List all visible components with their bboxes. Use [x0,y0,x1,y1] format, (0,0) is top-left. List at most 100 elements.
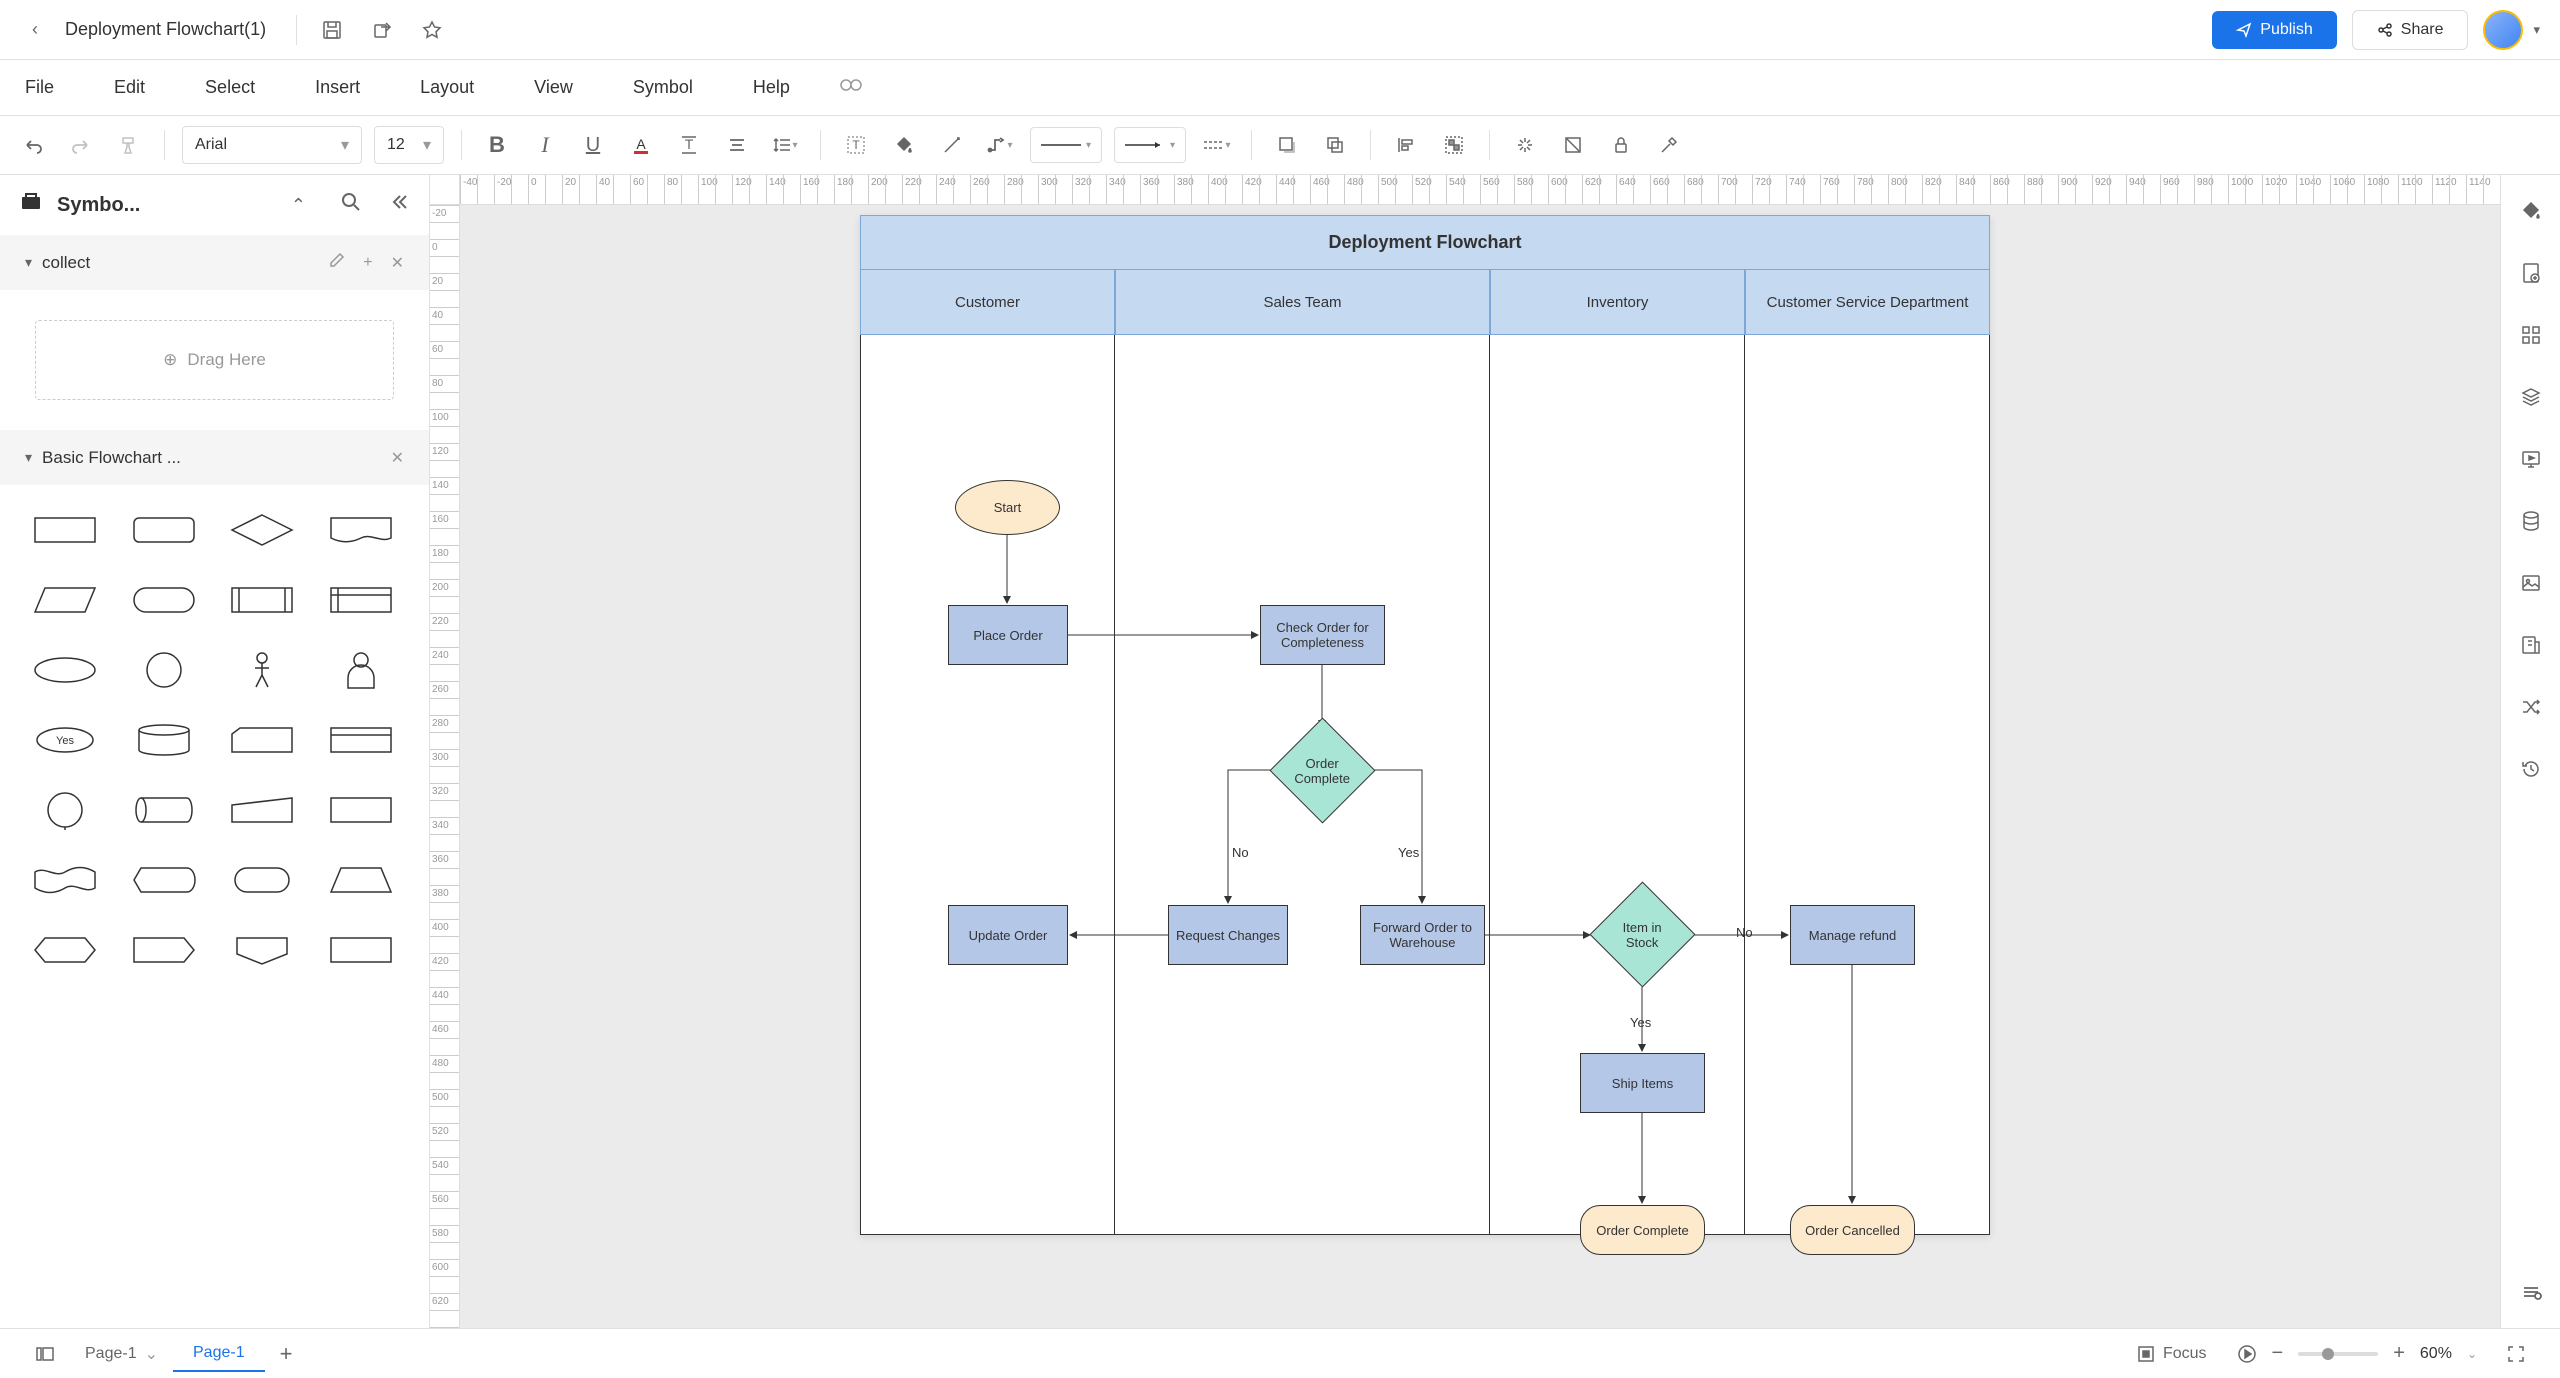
line-style-select[interactable]: ▾ [1030,127,1102,163]
menu-edit[interactable]: Edit [104,72,155,103]
close-section-icon[interactable]: ✕ [391,448,404,468]
shape-parallelogram[interactable] [25,575,105,625]
node-check_order[interactable]: Check Order for Completeness [1260,605,1385,665]
connector-button[interactable]: ▾ [982,127,1018,163]
line-spacing-button[interactable]: ▾ [767,127,803,163]
zoom-level[interactable]: 60% [2420,1345,2452,1363]
zoom-in-button[interactable]: + [2393,1342,2405,1365]
back-button[interactable]: ‹ [20,15,50,45]
shape-card[interactable] [222,715,302,765]
node-update_order[interactable]: Update Order [948,905,1068,965]
shape-yes-ellipse[interactable]: Yes [25,715,105,765]
node-request_changes[interactable]: Request Changes [1168,905,1288,965]
line-color-button[interactable] [934,127,970,163]
history-icon[interactable] [2515,753,2547,785]
text-box-button[interactable]: T [838,127,874,163]
swimlane-header-3[interactable]: Customer Service Department [1745,270,1990,335]
node-order_complete_end[interactable]: Order Complete [1580,1205,1705,1255]
search-icon[interactable] [341,192,361,218]
focus-button[interactable]: Focus [2122,1337,2222,1371]
shape-manual-input[interactable] [222,785,302,835]
collapse-panel-icon[interactable] [391,193,409,217]
page-canvas[interactable]: Deployment Flowchart CustomerSales TeamI… [860,215,1990,1235]
undo-button[interactable] [15,127,51,163]
shuffle-icon[interactable] [2515,691,2547,723]
shape-predefined[interactable] [222,575,302,625]
shape-terminator[interactable] [124,575,204,625]
menu-layout[interactable]: Layout [410,72,484,103]
italic-button[interactable]: I [527,127,563,163]
shape-diamond[interactable] [222,505,302,555]
align-objects-button[interactable] [1388,127,1424,163]
search-menu-icon[interactable] [840,76,862,100]
node-start[interactable]: Start [955,480,1060,535]
fill-color-button[interactable] [886,127,922,163]
presentation-icon[interactable] [2515,443,2547,475]
layers-button[interactable] [1317,127,1353,163]
close-section-icon[interactable]: ✕ [391,253,404,273]
menu-view[interactable]: View [524,72,583,103]
redo-button[interactable] [63,127,99,163]
lock-button[interactable] [1603,127,1639,163]
play-button[interactable] [2222,1336,2272,1372]
share-button[interactable]: Share [2352,10,2469,50]
page-dropdown[interactable]: Page-1 ⌄ [70,1336,173,1372]
shape-rect2[interactable] [321,785,401,835]
section-flowchart[interactable]: ▾ Basic Flowchart ... ✕ [0,430,429,485]
edit-section-icon[interactable] [329,252,345,273]
user-avatar[interactable] [2483,10,2523,50]
shape-rect3[interactable] [321,925,401,975]
shape-trapezoid[interactable] [321,855,401,905]
grid-icon[interactable] [2515,319,2547,351]
font-size-select[interactable]: 12 ▾ [374,126,444,164]
align-button[interactable] [719,127,755,163]
shape-tape[interactable] [25,855,105,905]
node-ship_items[interactable]: Ship Items [1580,1053,1705,1113]
menu-file[interactable]: File [15,72,64,103]
document-title[interactable]: Deployment Flowchart(1) [65,19,266,40]
tools-button[interactable] [1651,127,1687,163]
menu-insert[interactable]: Insert [305,72,370,103]
drag-here-zone[interactable]: ⊕ Drag Here [35,320,394,400]
more-icon[interactable] [2515,1276,2547,1308]
line-dash-button[interactable]: ▾ [1198,127,1234,163]
save-icon[interactable] [317,15,347,45]
node-place_order[interactable]: Place Order [948,605,1068,665]
shape-person[interactable] [321,645,401,695]
menu-symbol[interactable]: Symbol [623,72,703,103]
page-settings-icon[interactable] [2515,257,2547,289]
shape-actor[interactable] [222,645,302,695]
zoom-slider[interactable] [2298,1352,2378,1356]
shape-ellipse[interactable] [25,645,105,695]
star-icon[interactable] [417,15,447,45]
canvas-scroll[interactable]: Deployment Flowchart CustomerSales TeamI… [460,205,2500,1328]
export-panel-icon[interactable] [2515,629,2547,661]
shape-pentagon[interactable] [124,925,204,975]
data-icon[interactable] [2515,505,2547,537]
shape-offpage[interactable] [222,925,302,975]
shape-display[interactable] [124,855,204,905]
shape-document[interactable] [321,505,401,555]
swimlane-title[interactable]: Deployment Flowchart [860,215,1990,270]
shape-database[interactable] [124,715,204,765]
shape-rectangle[interactable] [25,505,105,555]
node-order_cancelled[interactable]: Order Cancelled [1790,1205,1915,1255]
fullscreen-button[interactable] [2492,1337,2540,1371]
font-select[interactable]: Arial ▾ [182,126,362,164]
swimlane-header-2[interactable]: Inventory [1490,270,1745,335]
bold-button[interactable]: B [479,127,515,163]
zoom-out-button[interactable]: − [2272,1342,2284,1365]
layers-panel-icon[interactable] [2515,381,2547,413]
add-section-icon[interactable]: + [363,254,372,272]
add-page-button[interactable]: + [265,1341,308,1367]
underline-button[interactable]: U [575,127,611,163]
group-button[interactable] [1436,127,1472,163]
export-icon[interactable] [367,15,397,45]
font-color-button[interactable]: A [623,127,659,163]
shape-connector-circle[interactable] [25,785,105,835]
swimlane-header-1[interactable]: Sales Team [1115,270,1490,335]
menu-help[interactable]: Help [743,72,800,103]
collapse-up-icon[interactable]: ⌃ [291,195,306,216]
node-forward_order[interactable]: Forward Order to Warehouse [1360,905,1485,965]
menu-select[interactable]: Select [195,72,265,103]
